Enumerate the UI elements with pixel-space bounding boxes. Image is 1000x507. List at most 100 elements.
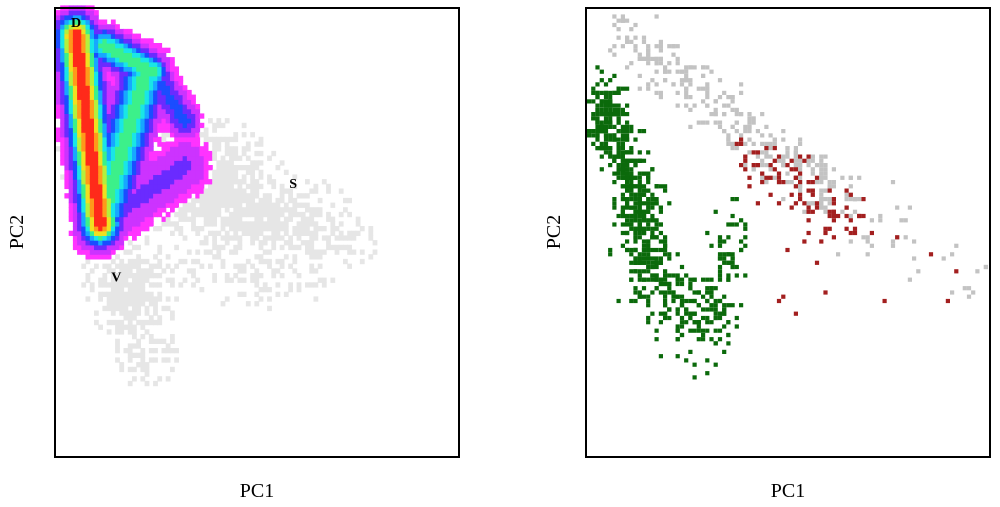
density-cell (77, 99, 82, 105)
density-cell (161, 150, 167, 157)
scatter-point (646, 320, 651, 325)
density-cell (106, 113, 112, 119)
density-cell (119, 226, 125, 232)
scatter-point (776, 171, 782, 176)
background-cell (241, 150, 247, 157)
density-cell (60, 66, 65, 72)
density-cell (178, 127, 184, 133)
scatter-point (692, 320, 697, 325)
background-cell (254, 216, 260, 222)
density-cell (94, 61, 99, 67)
background-cell (199, 193, 205, 199)
background-cell (288, 287, 293, 293)
background-cell (262, 211, 268, 218)
density-cell (182, 183, 188, 190)
scatter-point (625, 133, 630, 138)
scatter-point (625, 120, 630, 125)
scatter-point (831, 184, 836, 189)
scatter-point (625, 218, 630, 223)
density-cell (110, 244, 116, 251)
scatter-point (591, 116, 596, 121)
scatter-point (798, 184, 803, 189)
background-cell (224, 221, 230, 227)
density-cell (119, 108, 125, 114)
background-cell (254, 141, 260, 147)
scatter-point (730, 256, 735, 261)
background-cell (241, 165, 247, 171)
density-cell (102, 57, 108, 63)
scatter-point (616, 35, 621, 40)
density-cell (170, 193, 175, 199)
density-cell (148, 89, 154, 96)
density-cell (94, 14, 99, 21)
background-cell (216, 122, 222, 129)
background-cell (237, 216, 243, 222)
scatter-point (646, 44, 651, 49)
scatter-point (869, 218, 874, 223)
background-cell (258, 211, 264, 218)
density-cell (119, 169, 125, 175)
scatter-point (663, 273, 668, 278)
background-cell (212, 193, 217, 199)
background-cell (262, 221, 268, 227)
background-cell (279, 235, 285, 241)
density-cell (123, 183, 129, 190)
background-cell (275, 221, 281, 227)
scatter-point (620, 230, 625, 236)
scatter-point (603, 141, 609, 146)
density-cell (127, 197, 133, 204)
background-cell (191, 197, 196, 204)
density-cell (77, 132, 82, 138)
background-cell (267, 226, 272, 232)
background-cell (267, 193, 272, 199)
density-cell (157, 155, 163, 161)
density-cell (85, 197, 91, 204)
background-cell (132, 334, 137, 340)
scatter-point (599, 154, 604, 159)
density-cell (102, 165, 108, 171)
scatter-point (798, 137, 803, 142)
background-cell (203, 193, 209, 199)
background-cell (262, 193, 268, 199)
background-cell (127, 291, 133, 297)
scatter-point (734, 112, 739, 117)
density-cell (110, 202, 116, 208)
density-cell (140, 169, 146, 175)
scatter-point (730, 124, 735, 129)
density-cell (161, 197, 167, 204)
background-cell (245, 211, 251, 218)
background-cell (250, 263, 255, 269)
background-cell (161, 132, 167, 138)
density-cell (85, 52, 91, 58)
density-cell (127, 122, 133, 129)
background-cell (224, 197, 230, 204)
background-cell (245, 165, 251, 171)
density-cell (178, 80, 184, 86)
scatter-point (654, 56, 659, 61)
scatter-point (625, 163, 630, 168)
density-cell (157, 127, 163, 133)
density-cell (132, 230, 137, 236)
density-cell (119, 85, 125, 91)
density-cell (170, 94, 175, 100)
density-cell (127, 38, 133, 44)
scatter-point (764, 175, 769, 180)
density-cell (165, 61, 171, 67)
scatter-point (823, 230, 828, 236)
background-cell (132, 315, 137, 321)
density-cell (203, 165, 209, 171)
density-cell (123, 193, 129, 199)
scatter-point (633, 256, 638, 261)
density-cell (81, 14, 87, 21)
background-cell (334, 244, 340, 251)
background-cell (127, 324, 133, 330)
density-cell (94, 108, 99, 114)
density-cell (81, 211, 87, 218)
scatter-point (646, 150, 651, 155)
scatter-point (684, 73, 689, 78)
background-cell (292, 183, 298, 190)
density-cell (72, 52, 78, 58)
background-cell (119, 268, 125, 274)
scatter-point (671, 290, 676, 295)
scatter-point (603, 107, 609, 112)
